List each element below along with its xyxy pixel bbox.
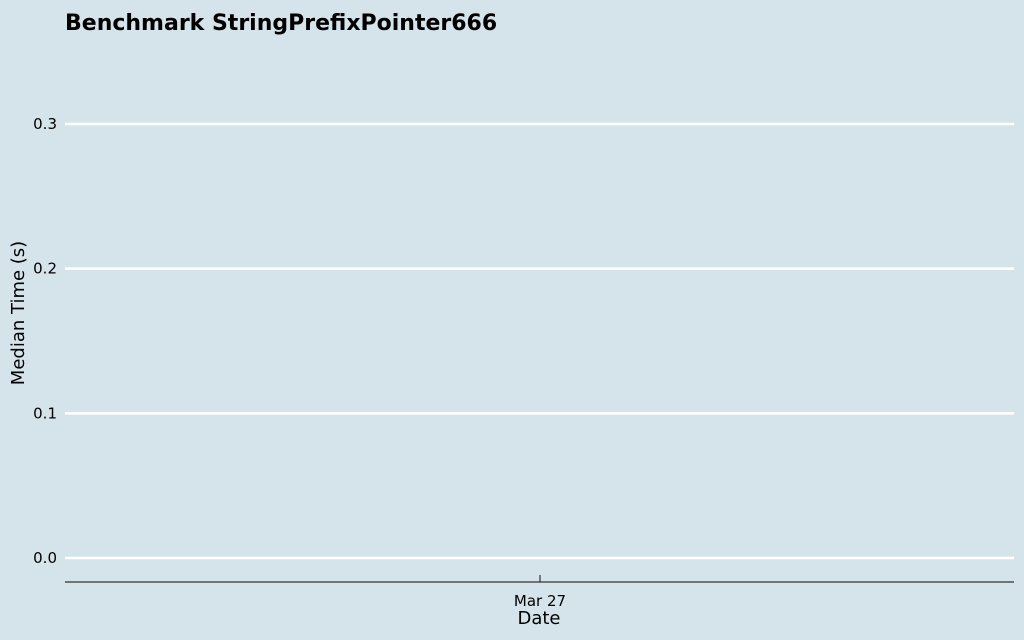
y-tick-label: 0.1 [33,404,57,422]
y-tick-label: 0.3 [33,115,57,133]
y-tick-labels: 0.0 0.1 0.2 0.3 [33,115,57,567]
y-tick-label: 0.0 [33,549,57,567]
chart-title: Benchmark StringPrefixPointer666 [65,11,497,36]
y-axis-label: Median Time (s) [8,241,29,385]
x-axis-label: Date [517,608,560,629]
grid-lines [65,122,1014,560]
x-tick-label: Mar 27 [514,592,566,610]
x-ticks: Mar 27 [514,575,566,610]
y-tick-label: 0.2 [33,260,57,278]
